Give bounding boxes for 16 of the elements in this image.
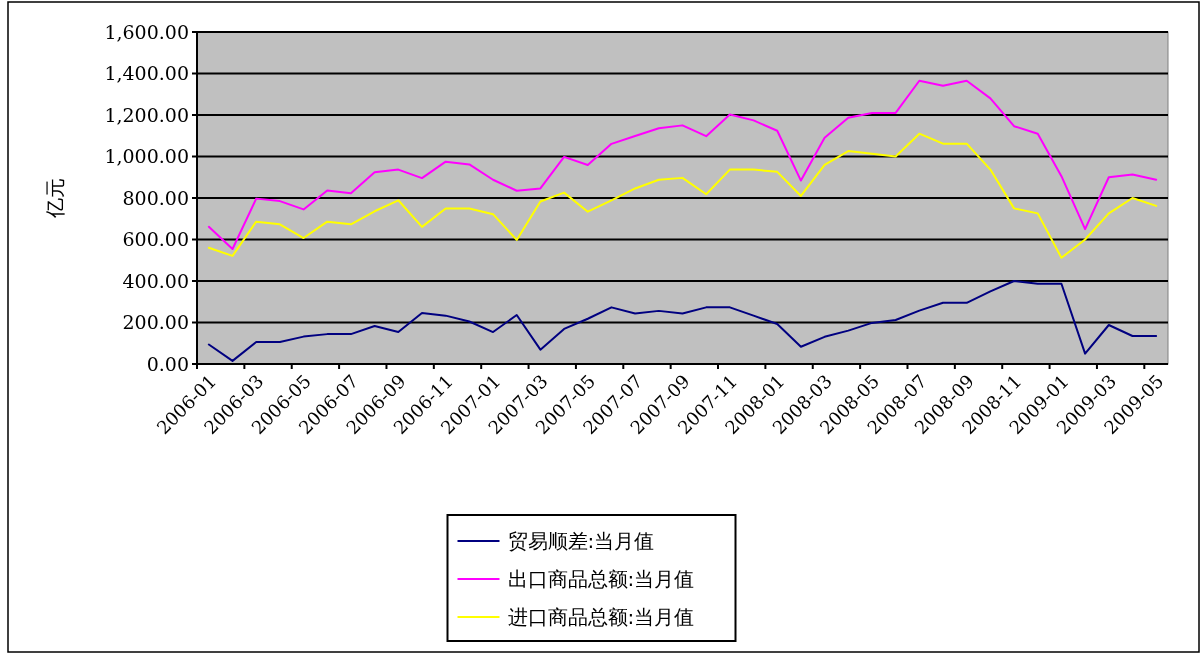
y-tick-label: 1,200.00	[104, 103, 189, 126]
y-tick-label: 1,000.00	[104, 145, 189, 168]
y-tick-label: 800.00	[122, 186, 189, 209]
line-series	[207, 132, 1158, 259]
y-tick-label: 1,400.00	[104, 62, 189, 85]
y-tick-label: 1,600.00	[104, 20, 189, 43]
y-tick-label: 600.00	[122, 228, 189, 251]
legend-label: 进口商品总额:当月值	[507, 605, 695, 629]
legend-label: 贸易顺差:当月值	[507, 529, 655, 553]
y-tick-label: 200.00	[122, 311, 189, 334]
line-series	[207, 79, 1158, 251]
line-series	[207, 280, 1158, 362]
y-axis-title: 亿元	[43, 178, 67, 219]
y-tick-label: 0.00	[146, 352, 189, 375]
y-tick-label: 400.00	[122, 269, 189, 292]
legend-label: 出口商品总额:当月值	[507, 567, 695, 591]
